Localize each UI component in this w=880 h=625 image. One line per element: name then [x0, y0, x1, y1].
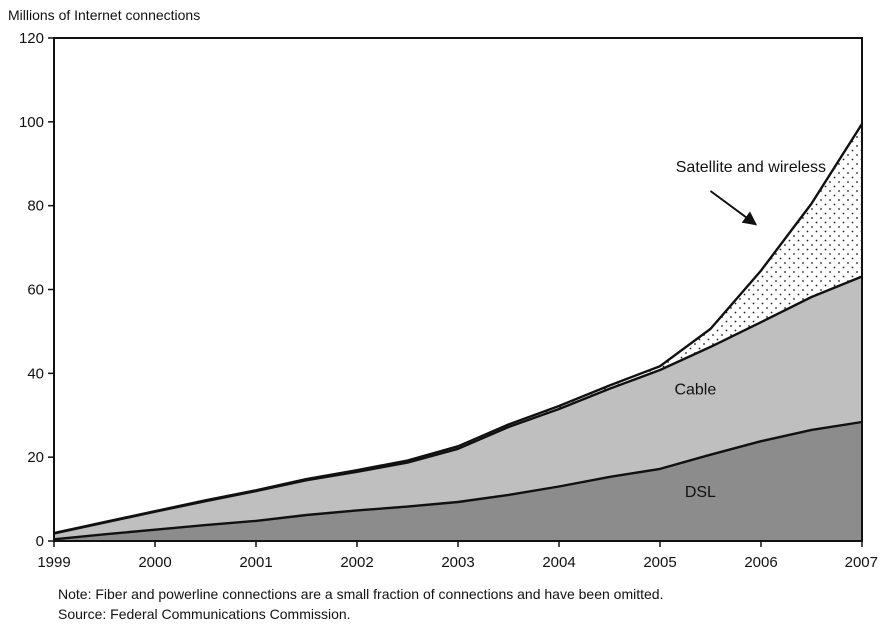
x-tick-label: 2003 [441, 554, 474, 571]
y-tick-label: 0 [36, 533, 44, 550]
y-tick-label: 120 [19, 30, 44, 47]
x-tick-label: 2000 [138, 554, 171, 571]
series-labels: DSL Cable Satellite and wireless [674, 159, 826, 501]
y-tick-label: 100 [19, 114, 44, 131]
label-dsl: DSL [685, 484, 716, 501]
line-dsl [53, 420, 863, 541]
areas-layer [54, 123, 862, 541]
footnote: Note: Fiber and powerline connections ar… [58, 586, 664, 602]
x-tick-label: 2002 [340, 554, 373, 571]
source-note: Source: Federal Communications Commissio… [58, 606, 351, 622]
x-tick-label: 2007 [845, 554, 878, 571]
y-axis-label: Millions of Internet connections [8, 7, 200, 23]
ticks-layer: 0 20 40 60 80 100 120 1999 2000 2001 2002 2003 2004 2… [19, 30, 878, 571]
annotation-arrow [709, 190, 758, 226]
x-tick-label: 2004 [542, 554, 575, 571]
y-tick-label: 60 [27, 282, 44, 299]
x-tick-label: 2001 [239, 554, 272, 571]
y-tick-label: 80 [27, 198, 44, 215]
y-tick-label: 20 [27, 449, 44, 466]
lines-layer [53, 123, 864, 541]
x-tick-label: 2006 [744, 554, 777, 571]
x-tick-label: 1999 [37, 554, 70, 571]
x-tick-label: 2005 [643, 554, 676, 571]
area-dsl [54, 422, 862, 541]
label-satellite-and-wireless: Satellite and wireless [676, 159, 826, 176]
label-cable: Cable [674, 381, 716, 398]
area-cable [54, 276, 862, 540]
line-satellite-and-wireless [53, 123, 864, 535]
y-tick-label: 40 [27, 365, 44, 382]
